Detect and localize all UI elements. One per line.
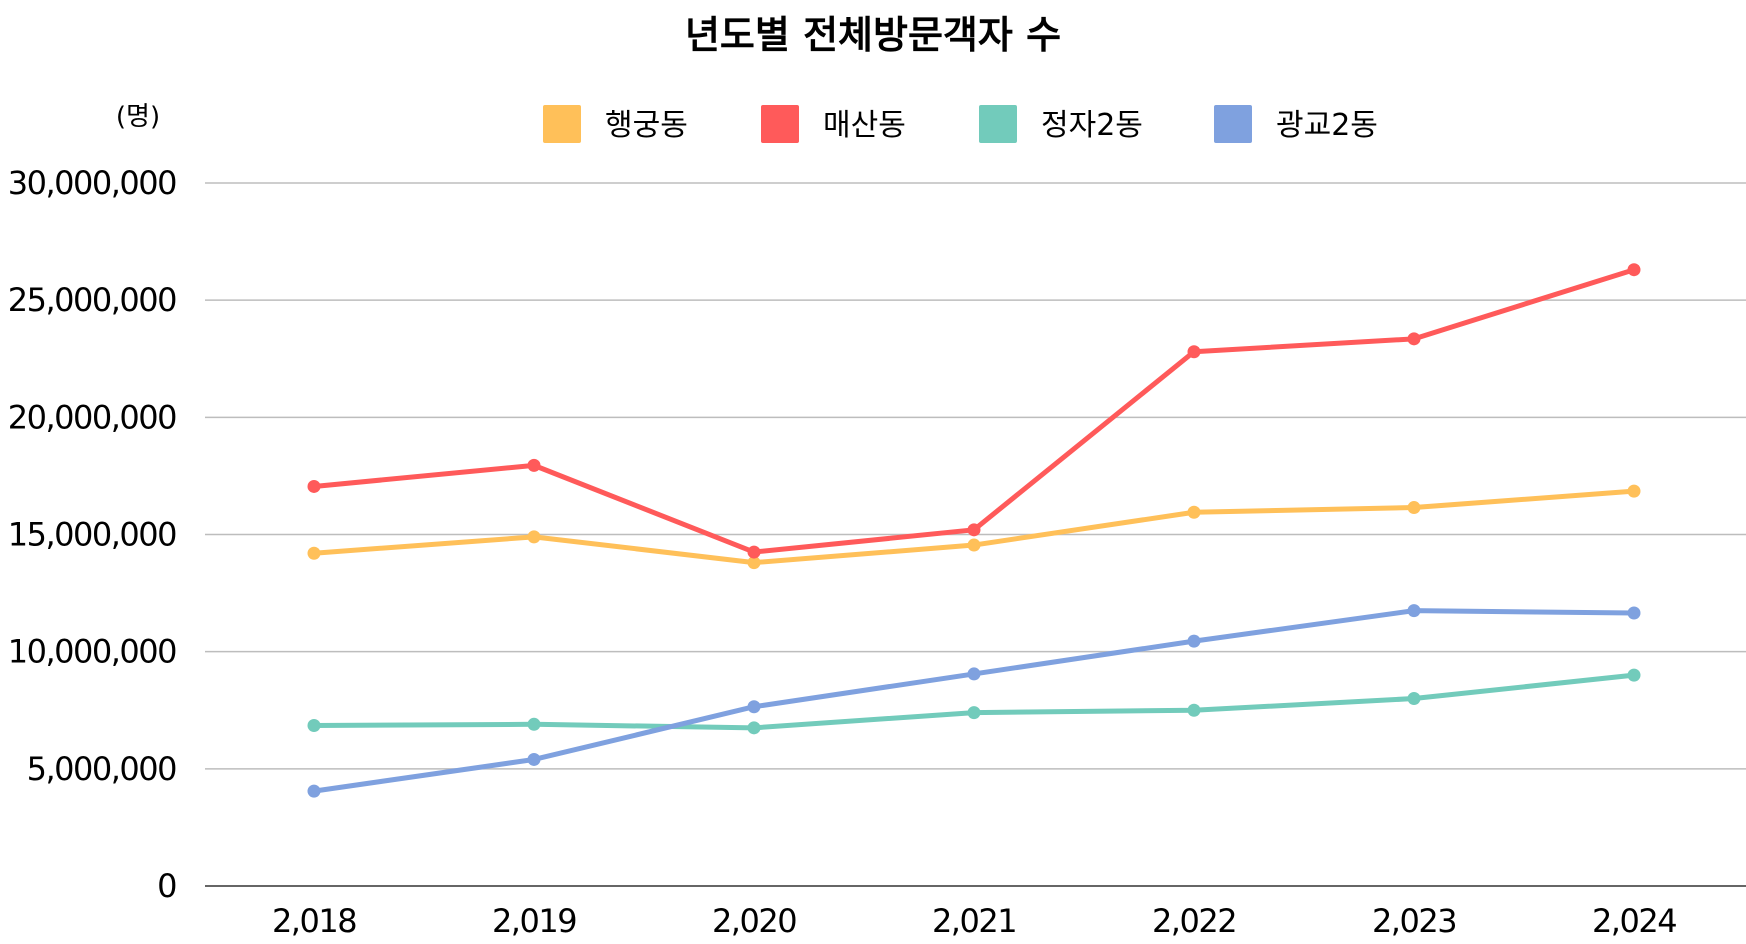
legend-label: 행궁동 [605,108,688,143]
data-point [307,546,321,560]
legend-swatch [979,105,1017,143]
legend-swatch [1214,105,1252,143]
data-point [747,545,761,559]
data-point [1187,345,1201,359]
data-point [1407,604,1421,618]
data-point [307,479,321,493]
y-tick-label: 10,000,000 [8,633,176,671]
x-tick-label: 2,019 [492,902,576,940]
series-line-4 [311,608,1637,794]
data-point [1627,263,1641,277]
data-point [967,523,981,537]
legend: 행궁동 매산동 정자2동 광교2동 [543,105,1378,143]
data-point [747,700,761,714]
data-point [1407,332,1421,346]
y-axis-tick-labels: 0 5,000,000 10,000,000 15,000,000 20,000,000… [8,164,178,905]
x-tick-label: 2,021 [932,902,1016,940]
x-tick-label: 2,023 [1372,902,1456,940]
x-axis-tick-labels: 2,018 2,019 2,020 2,021 2,022 2,023 2,024 [272,902,1678,940]
y-axis-unit-label: (명) [116,102,160,132]
legend-label: 매산동 [823,108,906,143]
legend-item: 행궁동 [543,105,688,143]
data-point [747,556,761,570]
y-tick-label: 25,000,000 [8,281,176,319]
legend-item: 정자2동 [979,105,1143,143]
data-point [1187,703,1201,717]
legend-label: 정자2동 [1041,108,1143,143]
data-point [1187,505,1201,519]
data-point [967,667,981,681]
series-line-2 [311,267,1637,555]
y-tick-label: 5,000,000 [27,750,177,788]
legend-item: 광교2동 [1214,105,1378,143]
data-point [1627,606,1641,620]
y-tick-label: 15,000,000 [8,516,176,554]
x-tick-label: 2,024 [1592,902,1676,940]
legend-swatch [543,105,581,143]
legend-item: 매산동 [761,105,906,143]
y-tick-label: 20,000,000 [8,398,176,436]
data-point [1407,501,1421,515]
data-point [967,706,981,720]
data-point [527,458,541,472]
y-tick-label: 0 [157,867,176,905]
data-point [527,717,541,731]
y-tick-label: 30,000,000 [8,164,176,202]
data-point [1627,484,1641,498]
data-point [307,784,321,798]
data-point [1187,634,1201,648]
chart-title: 년도별 전체방문객자 수 [685,13,1061,57]
data-point [1407,692,1421,706]
data-point [307,718,321,732]
data-point [527,752,541,766]
series-points [307,263,1641,798]
data-point [527,530,541,544]
x-tick-label: 2,018 [272,902,356,940]
legend-label: 광교2동 [1276,108,1378,143]
data-point [1627,668,1641,682]
legend-swatch [761,105,799,143]
data-point [967,538,981,552]
x-tick-label: 2,022 [1152,902,1236,940]
series-line-3 [311,672,1637,731]
data-point [747,721,761,735]
x-tick-label: 2,020 [712,902,796,940]
